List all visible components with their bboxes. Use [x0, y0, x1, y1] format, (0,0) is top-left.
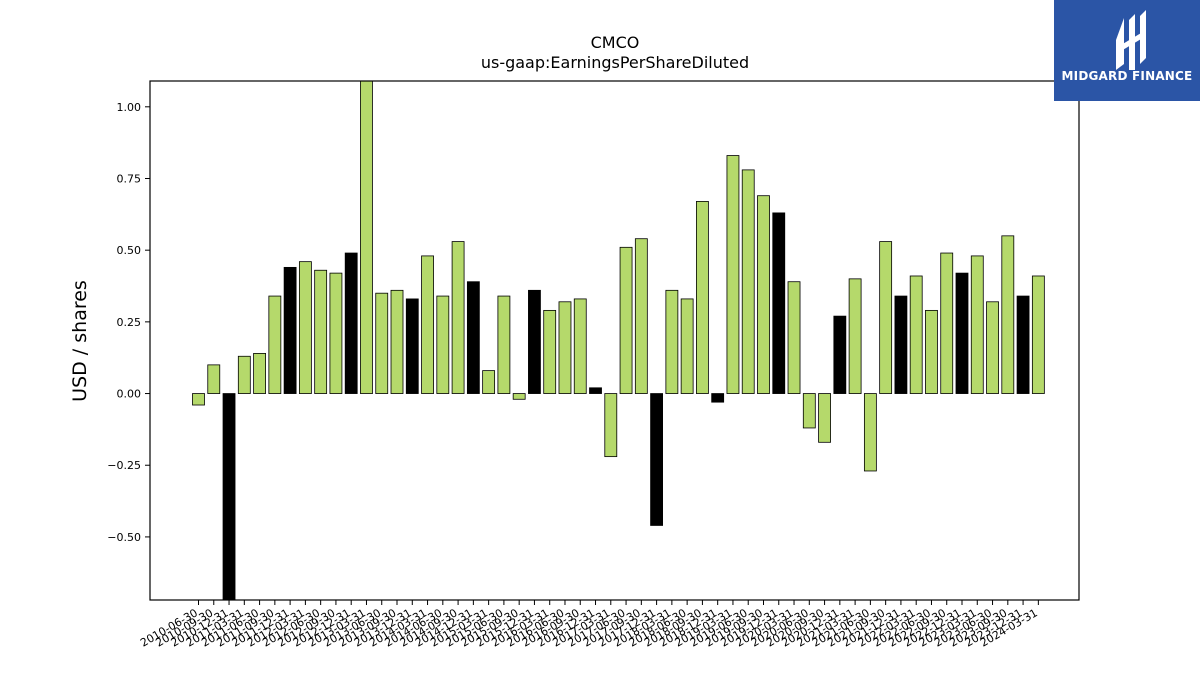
bar-2012-12-31 [344, 252, 358, 394]
bar-2020-03-31 [787, 281, 801, 394]
bar-series [192, 80, 1045, 601]
bar-2018-03-31 [665, 289, 679, 394]
bar-2013-03-31 [360, 80, 373, 394]
bar-2015-09-30 [512, 393, 526, 400]
bar-2023-06-30 [986, 301, 999, 394]
y-tick-label: −0.25 [107, 459, 141, 472]
bar-2015-06-30 [497, 295, 511, 394]
brand-name: MIDGARD FINANCE [1061, 69, 1193, 83]
bar-2014-03-31 [421, 255, 434, 394]
bar-2014-12-31 [466, 281, 480, 394]
bar-2016-06-30 [558, 301, 572, 394]
bar-2014-09-30 [451, 241, 465, 394]
bar-2018-09-30 [696, 201, 709, 394]
bar-2013-06-30 [375, 292, 389, 394]
bar-2022-09-30 [940, 252, 954, 394]
bar-2015-12-31 [528, 289, 541, 394]
bar-2011-06-30 [253, 352, 266, 394]
bar-2016-12-31 [589, 387, 602, 394]
chart-title: CMCO [591, 33, 640, 52]
bar-2020-09-30 [818, 393, 831, 443]
bar-2012-09-30 [329, 272, 343, 394]
bar-2012-06-30 [314, 269, 328, 394]
bar-2020-06-30 [802, 393, 816, 429]
bar-2016-09-30 [573, 298, 587, 394]
bar-2022-06-30 [925, 309, 938, 394]
bar-2019-12-31 [772, 212, 786, 394]
bar-2016-03-31 [543, 309, 557, 394]
bar-2017-09-30 [634, 238, 648, 394]
bar-2011-03-31 [237, 355, 251, 394]
chart-subtitle: us-gaap:EarningsPerShareDiluted [481, 53, 749, 72]
bar-2017-03-31 [604, 393, 618, 458]
bar-2019-06-30 [741, 169, 755, 394]
bar-2013-12-31 [405, 298, 419, 394]
bar-2022-12-31 [955, 272, 969, 394]
bar-2010-09-30 [207, 364, 221, 394]
brand-logo: MIDGARD FINANCE [1054, 0, 1200, 101]
y-axis-label: USD / shares [69, 280, 91, 402]
y-axis-ticks: −0.50 −0.25 0.00 0.25 0.50 0.75 1.00 [107, 101, 150, 544]
bar-2021-03-31 [848, 278, 862, 394]
y-tick-label: 0.75 [117, 172, 142, 185]
bar-2019-09-30 [757, 195, 770, 394]
bar-2012-03-31 [298, 261, 312, 394]
bar-2017-12-31 [650, 393, 663, 526]
bar-2018-12-31 [711, 393, 725, 403]
y-tick-label: 1.00 [117, 101, 142, 114]
bar-2010-06-30 [192, 393, 205, 406]
bar-2017-06-30 [619, 246, 633, 394]
bar-2015-03-31 [482, 370, 496, 394]
bar-2024-03-31 [1031, 275, 1045, 394]
plot-frame [149, 80, 1080, 601]
bar-2020-12-31 [833, 315, 847, 394]
y-tick-label: 0.50 [117, 244, 142, 257]
bar-2019-03-31 [726, 155, 740, 394]
x-axis-ticks: 2010-06-302010-09-302010-12-312011-03-31… [138, 600, 1040, 650]
bar-2023-12-31 [1016, 295, 1030, 394]
bar-2013-09-30 [390, 289, 404, 394]
bar-2021-12-31 [894, 295, 908, 394]
bar-2022-03-31 [909, 275, 923, 394]
bar-2021-06-30 [863, 393, 877, 472]
bar-2023-09-30 [1001, 235, 1015, 394]
y-tick-label: −0.50 [107, 531, 141, 544]
bar-2011-09-30 [268, 295, 282, 394]
bar-2010-12-31 [222, 393, 236, 601]
bar-2023-03-31 [970, 255, 984, 394]
midgard-m-icon [1116, 10, 1146, 70]
y-tick-label: 0.00 [117, 388, 142, 401]
y-tick-label: 0.25 [117, 316, 142, 329]
bar-2021-09-30 [879, 241, 893, 394]
bar-2018-06-30 [680, 298, 694, 394]
bar-2014-06-30 [436, 295, 450, 394]
bar-2011-12-31 [283, 266, 297, 394]
